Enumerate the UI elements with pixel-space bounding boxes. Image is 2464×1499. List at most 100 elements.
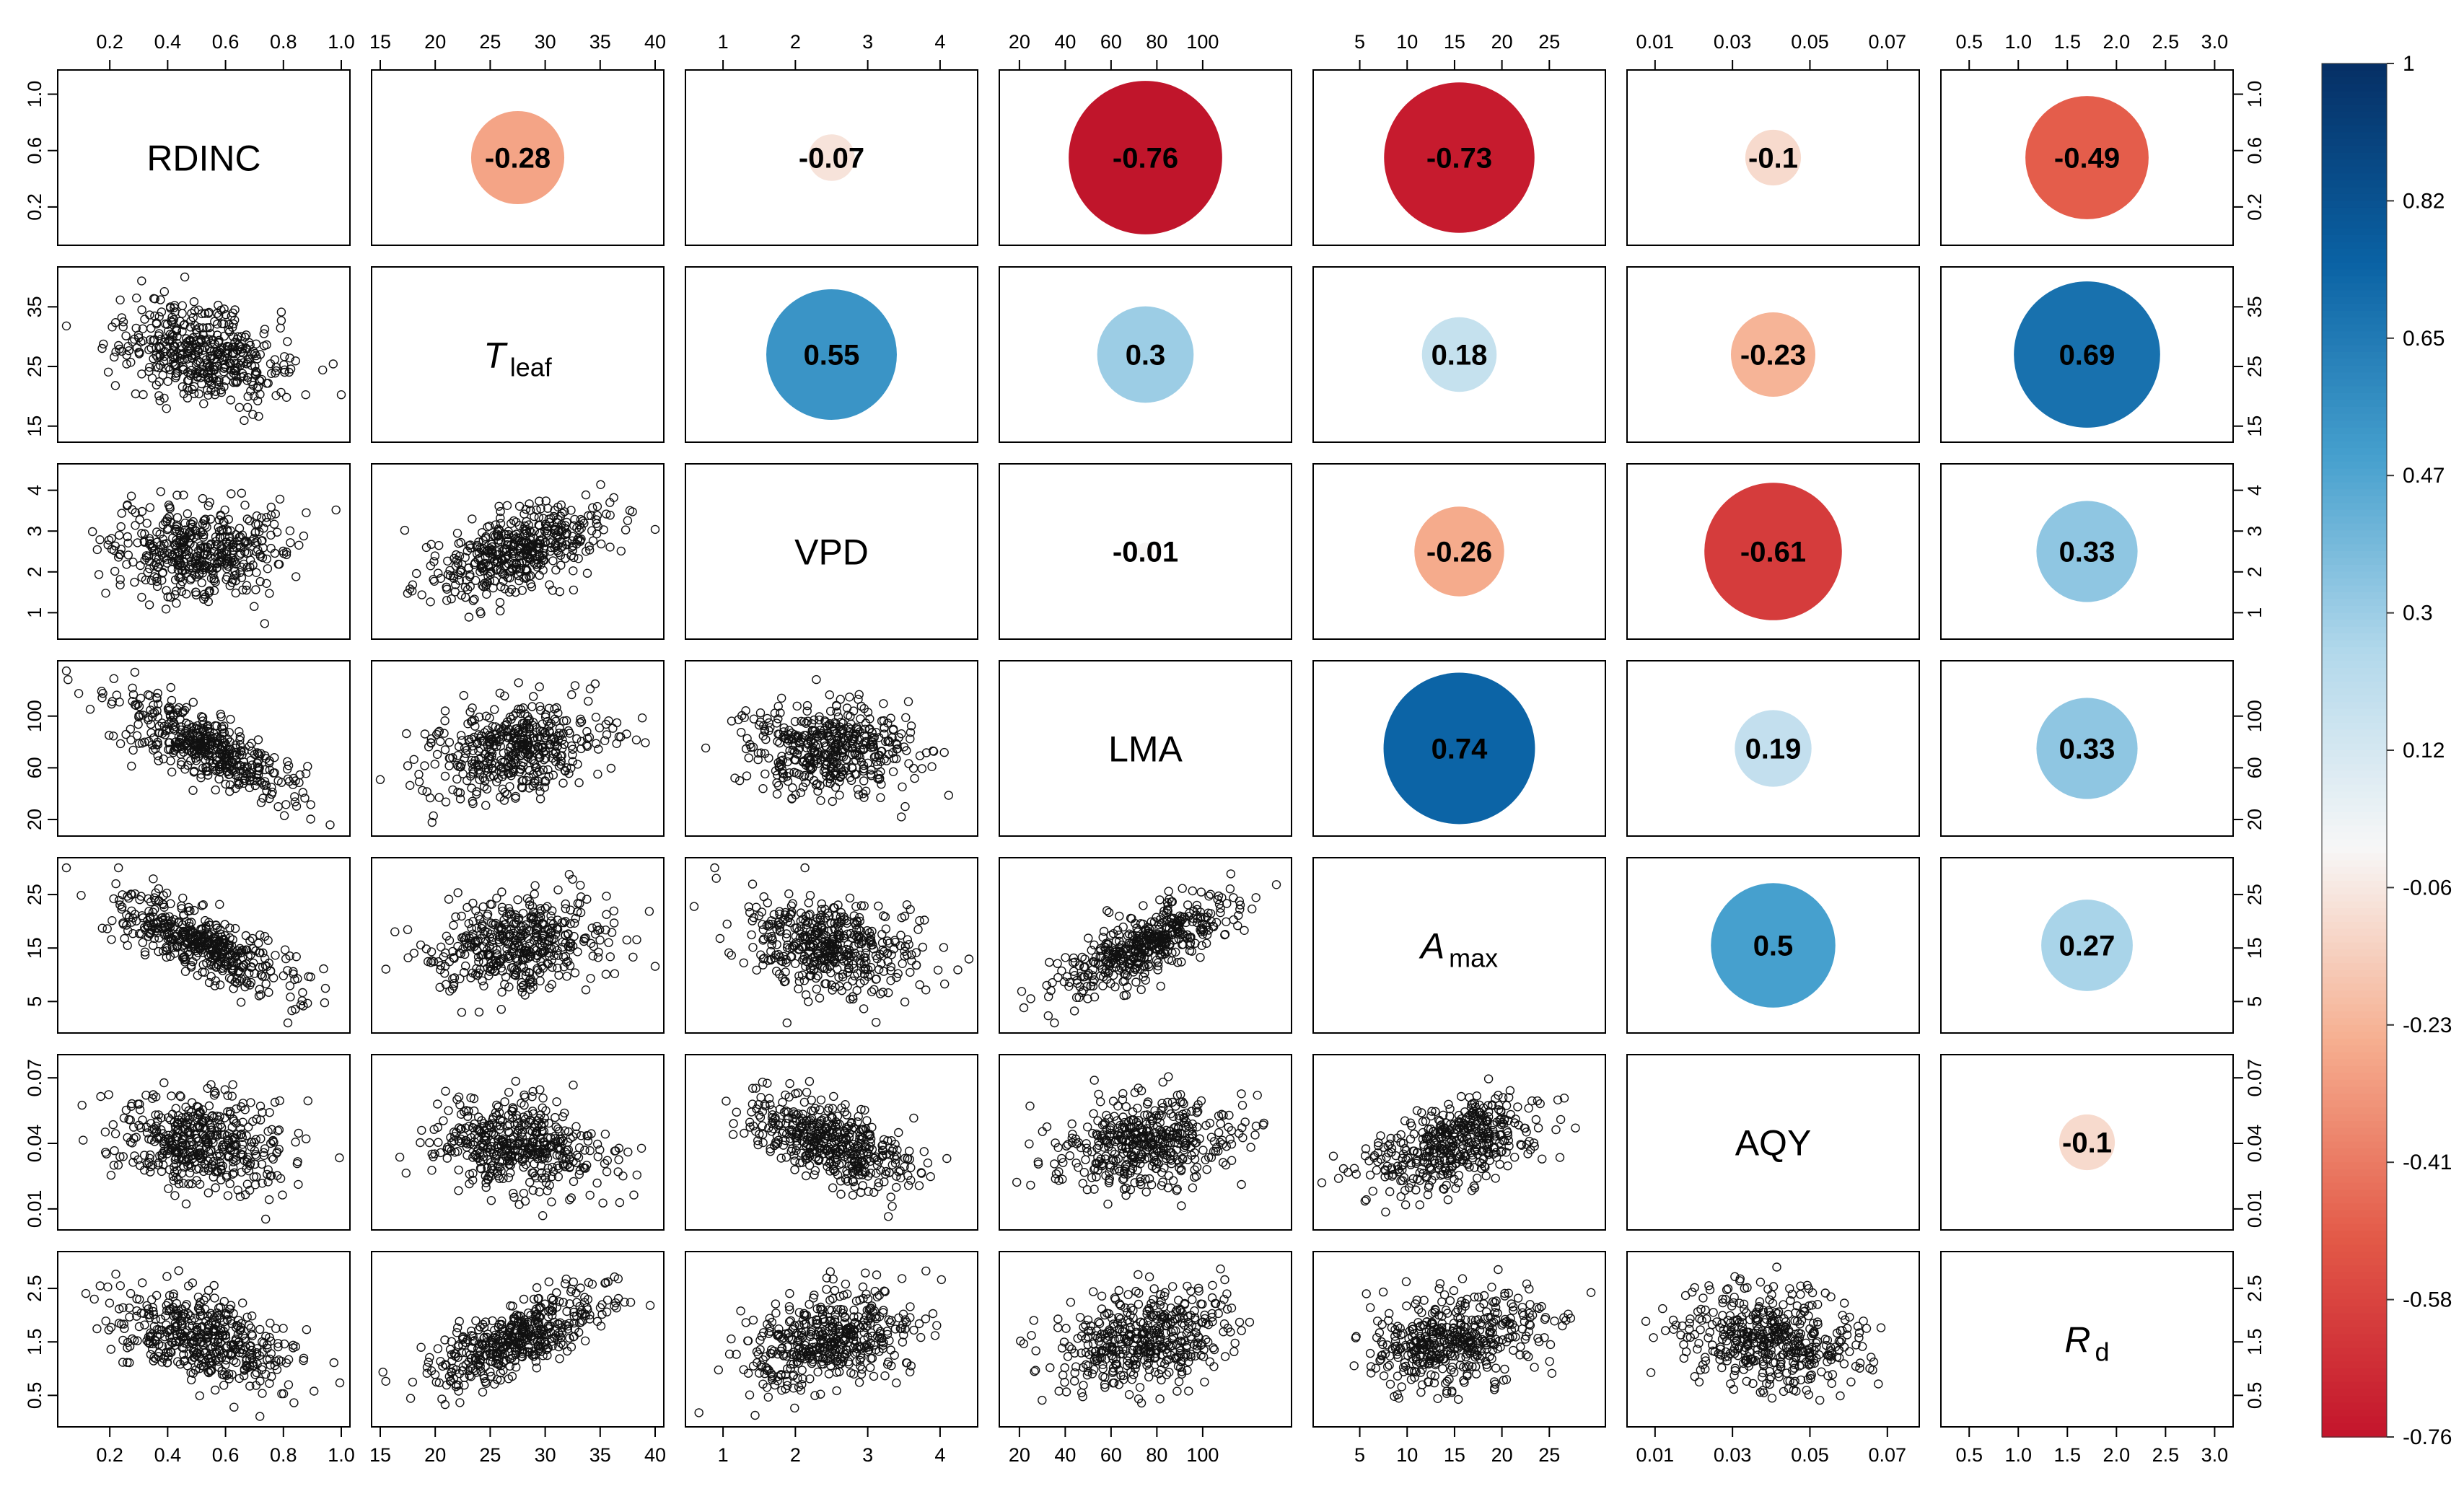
scatter-point: [135, 710, 145, 720]
corr-value-r1-c3: 0.3: [1126, 340, 1166, 372]
corr-circle-r1-c4: [1421, 317, 1497, 392]
scatter-point: [152, 320, 162, 329]
scatter-point: [104, 535, 114, 545]
scatter-point: [198, 713, 208, 722]
scatter-point: [263, 564, 273, 573]
scatter-point: [117, 509, 126, 518]
scatter-point: [180, 320, 190, 329]
scatter-point: [203, 385, 212, 395]
scatter-point: [156, 487, 166, 496]
scatter-point: [141, 553, 152, 563]
scatter-point: [115, 698, 124, 707]
scatter-point: [576, 535, 586, 544]
scatter-point: [117, 346, 127, 356]
scatter-point: [250, 750, 259, 760]
scatter-point: [186, 573, 196, 583]
scatter-point: [187, 309, 196, 318]
scatter-point: [191, 587, 201, 597]
scatter-point: [592, 501, 602, 511]
scatter-point: [145, 363, 154, 372]
scatter-point: [456, 537, 465, 548]
scatter-point: [198, 346, 208, 355]
scatter-point: [226, 395, 235, 405]
scatter-point: [137, 739, 147, 748]
scatter-point: [514, 501, 525, 511]
scatter-point: [496, 506, 505, 516]
scatter-point: [188, 698, 198, 707]
scatter-point: [172, 520, 182, 529]
scatter-point: [140, 315, 149, 324]
scatter-point: [197, 578, 206, 588]
scatter-point: [231, 770, 241, 780]
scatter-point: [133, 538, 142, 548]
scatter-point: [253, 537, 262, 547]
scatter-point: [254, 749, 263, 759]
scatter-point: [115, 550, 125, 559]
scatter-point: [156, 295, 165, 304]
scatter-point: [133, 719, 143, 729]
corr-value-r0-c2: -0.07: [799, 143, 864, 175]
scatter-point: [302, 508, 311, 517]
scatter-point: [108, 731, 118, 741]
scatter-point: [229, 540, 238, 549]
scatter-point: [162, 586, 171, 595]
scatter-point: [179, 491, 188, 500]
scatter-point: [216, 511, 226, 521]
scatter-point: [255, 751, 265, 761]
scatter-point: [245, 783, 254, 793]
scatter-point: [616, 546, 626, 556]
scatter-point: [186, 519, 196, 529]
scatter-point: [597, 539, 606, 549]
scatter-point: [504, 587, 514, 597]
scatter-point: [212, 309, 222, 318]
scatter-point: [252, 568, 261, 577]
scatter-point: [251, 351, 261, 361]
scatter-point: [212, 739, 222, 748]
scatter-point: [189, 768, 198, 777]
scatter-point: [408, 586, 417, 596]
scatter-point: [237, 746, 246, 755]
scatter-point: [483, 571, 493, 581]
scatter-point: [195, 556, 204, 566]
scatter-point: [487, 545, 496, 555]
scatter-point: [151, 362, 161, 372]
scatter-point: [222, 575, 231, 584]
scatter-point: [426, 597, 435, 607]
scatter-point: [161, 319, 170, 329]
scatter-point: [154, 391, 164, 400]
scatter-point: [134, 348, 144, 357]
scatter-point: [121, 729, 131, 739]
scatter-point: [584, 511, 593, 520]
scatter-point: [184, 376, 193, 385]
scatter-point: [592, 511, 602, 520]
scatter-point: [154, 756, 163, 765]
corr-value-r2-c4: -0.26: [1426, 537, 1492, 568]
scatter-point: [291, 801, 302, 811]
scatter-point: [182, 550, 191, 560]
scatter-point: [208, 335, 217, 345]
scatter-point: [128, 558, 138, 567]
scatter-point: [205, 361, 214, 371]
scatter-point: [219, 382, 229, 392]
scatter-point: [203, 597, 213, 607]
scatter-point: [512, 535, 522, 545]
scatter-point: [519, 548, 528, 558]
scatter-point: [491, 566, 501, 575]
scatter-point: [224, 514, 233, 524]
scatter-point: [214, 310, 224, 320]
scatter-point: [149, 547, 159, 556]
scatter-point: [545, 547, 555, 556]
scatter-point: [430, 551, 440, 561]
scatter-point: [463, 585, 473, 594]
scatter-point: [118, 317, 128, 327]
scatter-point: [199, 399, 209, 408]
scatter-point: [286, 364, 296, 374]
scatter-point: [231, 530, 241, 540]
scatter-point: [545, 538, 556, 548]
scatter-point: [203, 334, 213, 344]
scatter-point: [569, 585, 579, 595]
scatter-point: [162, 516, 172, 526]
scatter-point: [464, 612, 474, 622]
scatter-point: [137, 592, 146, 602]
corr-circle-r2-c5: [1704, 483, 1842, 620]
